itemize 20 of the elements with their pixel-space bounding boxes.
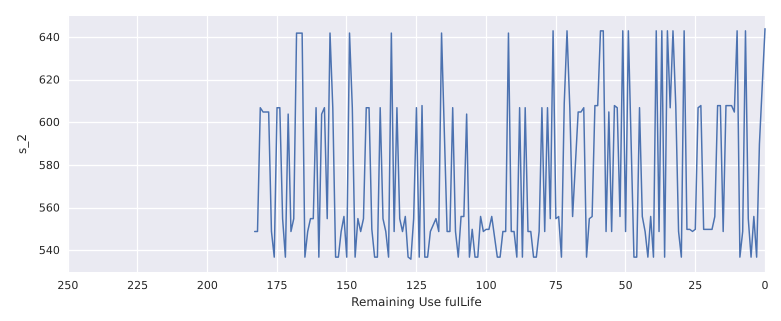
x-tick-label: 250 <box>57 279 78 292</box>
y-tick-label: 540 <box>38 244 60 258</box>
x-tick-label: 175 <box>266 279 288 292</box>
x-tick-label: 0 <box>762 279 768 292</box>
x-tick-label: 100 <box>476 279 497 292</box>
y-tick-label: 600 <box>38 116 60 130</box>
y-tick-label: 560 <box>38 202 60 214</box>
y-tick-label: 580 <box>38 158 60 172</box>
x-tick-label: 25 <box>688 279 702 292</box>
x-tick-label: 225 <box>127 279 148 292</box>
y-tick-label: 640 <box>38 30 60 44</box>
y-tick-label: 620 <box>38 74 60 86</box>
x-tick-label: 125 <box>406 279 427 292</box>
y-axis-title: s_2 <box>15 134 29 154</box>
x-tick-label: 200 <box>196 279 218 292</box>
line-series <box>254 28 766 260</box>
x-tick-label: 150 <box>336 279 358 292</box>
x-axis-title: Remaining Use fulLife <box>351 295 482 309</box>
x-tick-label: 50 <box>618 279 633 292</box>
x-tick-label: 75 <box>548 279 563 292</box>
